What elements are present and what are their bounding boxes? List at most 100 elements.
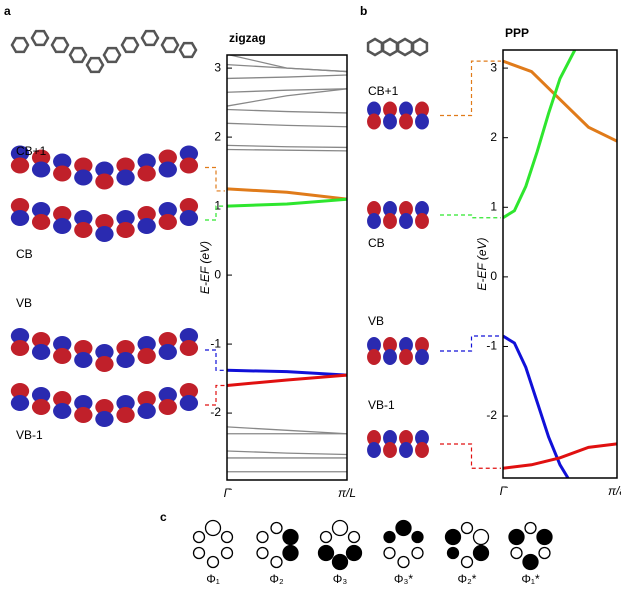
- lobe: [137, 206, 156, 222]
- p-orbital: [270, 555, 283, 569]
- panel-label: c: [160, 510, 167, 524]
- y-tick-label: 2: [214, 129, 221, 143]
- lobe: [179, 340, 199, 356]
- lobe: [31, 332, 51, 348]
- arrow: [205, 349, 225, 371]
- orbital: [10, 145, 199, 190]
- p-orbital: [256, 530, 269, 544]
- p-orbital: [319, 530, 333, 544]
- molecule: [10, 29, 198, 74]
- arrow: [440, 60, 501, 117]
- x-tick-label: π/L: [338, 486, 356, 500]
- ring: [411, 37, 429, 57]
- band-line: [227, 144, 347, 149]
- lobe: [179, 210, 199, 226]
- lobe: [53, 403, 72, 419]
- lobe: [399, 337, 413, 353]
- y-tick-label: 0: [214, 267, 221, 281]
- orbital: [10, 198, 199, 242]
- orbital-symbol: Φ₂: [269, 572, 284, 586]
- ring: [396, 37, 414, 57]
- lobe: [53, 391, 72, 407]
- lobe: [383, 442, 397, 458]
- x-tick-label: Γ̄: [224, 486, 233, 500]
- lobe: [10, 210, 30, 226]
- ring: [30, 29, 50, 47]
- y-tick-label: 1: [490, 199, 497, 213]
- p-orbital: [460, 555, 474, 569]
- p-orbital: [522, 553, 539, 571]
- band-line: [227, 108, 347, 114]
- arrow: [440, 214, 501, 219]
- lobe: [399, 349, 413, 365]
- lobe: [137, 218, 156, 234]
- orbital-label: VB-1: [16, 428, 43, 442]
- orbital: [367, 201, 429, 229]
- orbital-label: VB: [16, 296, 32, 310]
- plot-frame: [502, 49, 618, 479]
- band-line: [227, 55, 347, 73]
- lobe: [415, 349, 429, 365]
- lobe: [158, 202, 177, 218]
- lobe: [383, 113, 397, 130]
- p-orbital: [397, 555, 410, 569]
- lobe: [74, 352, 93, 368]
- band-line: [227, 197, 347, 208]
- p-orbital: [536, 528, 553, 546]
- y-tick-label: -2: [486, 408, 497, 422]
- lobe: [31, 399, 51, 415]
- y-tick-label: 0: [490, 269, 497, 283]
- orbital: [367, 430, 429, 458]
- y-axis-label: E-EF (eV): [198, 241, 212, 294]
- lobe: [383, 337, 397, 353]
- lobe: [95, 214, 114, 230]
- y-tick-label: -1: [486, 339, 497, 353]
- p-orbital: [270, 521, 283, 535]
- y-tick-label: 1: [214, 198, 221, 212]
- p-orbital: [204, 519, 222, 537]
- y-tick-label: -2: [210, 405, 221, 419]
- lobe: [179, 198, 199, 214]
- plot-frame: [226, 54, 348, 481]
- lobe: [179, 328, 199, 344]
- lobe: [399, 430, 413, 446]
- lobe: [137, 391, 156, 407]
- p-orbital: [317, 544, 335, 562]
- orbital-symbol: Φ₃*: [394, 572, 413, 586]
- lobe: [116, 352, 135, 368]
- orbital-label: CB: [368, 236, 385, 250]
- ring: [68, 46, 88, 64]
- lobe: [10, 198, 30, 214]
- lobe: [31, 161, 51, 178]
- p-orbital: [472, 528, 490, 546]
- lobe: [399, 201, 413, 217]
- lobe: [31, 344, 51, 360]
- lobe: [53, 336, 72, 352]
- p-orbital: [446, 546, 460, 560]
- orbital-label: CB: [16, 247, 33, 261]
- p-orbital: [256, 546, 269, 560]
- lobe: [415, 213, 429, 229]
- lobe: [137, 336, 156, 352]
- arrow: [440, 443, 501, 469]
- molecule: [366, 37, 429, 57]
- lobe: [10, 145, 30, 162]
- lobe: [415, 442, 429, 458]
- orbital: [10, 383, 199, 427]
- lobe: [179, 145, 199, 162]
- x-tick-label: π/a: [608, 484, 621, 498]
- band-line: [227, 122, 347, 128]
- p-orbital: [282, 528, 299, 546]
- lobe: [116, 407, 135, 423]
- lobe: [10, 383, 30, 399]
- lobe: [415, 430, 429, 446]
- p-orbital: [411, 546, 424, 560]
- band-line: [227, 88, 347, 107]
- lobe: [383, 213, 397, 229]
- ring: [102, 46, 122, 64]
- p-orbital: [444, 528, 462, 546]
- lobe: [158, 344, 177, 360]
- lobe: [383, 101, 397, 118]
- lobe: [383, 349, 397, 365]
- lobe: [10, 157, 30, 174]
